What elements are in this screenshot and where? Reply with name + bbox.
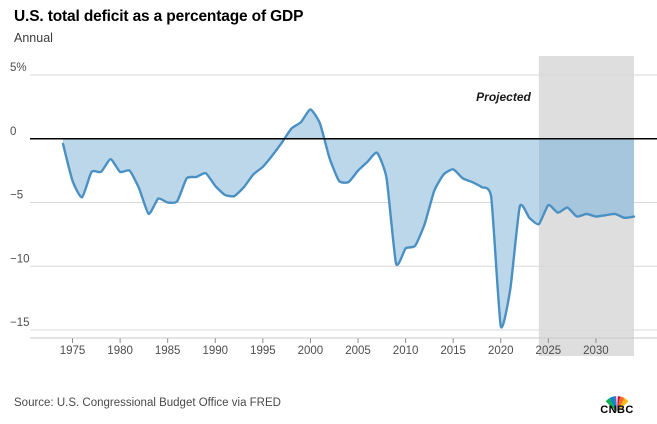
svg-text:1975: 1975 bbox=[60, 345, 86, 356]
svg-text:Projected: Projected bbox=[476, 90, 531, 104]
gridlines bbox=[30, 74, 657, 331]
chart-plot-area: 5% 0 −5 −10 −15 1975 1980 1985 1990 1995 2000 2005… bbox=[0, 56, 657, 356]
data-line bbox=[61, 108, 636, 329]
svg-text:5%: 5% bbox=[10, 62, 27, 74]
y-axis-tick-labels: 5% 0 −5 −10 −15 bbox=[10, 62, 30, 329]
svg-text:2000: 2000 bbox=[298, 345, 324, 356]
svg-text:2005: 2005 bbox=[345, 345, 371, 356]
svg-text:2025: 2025 bbox=[536, 345, 562, 356]
svg-text:0: 0 bbox=[10, 126, 16, 138]
svg-text:2015: 2015 bbox=[440, 345, 466, 356]
svg-text:1980: 1980 bbox=[107, 345, 133, 356]
svg-text:1995: 1995 bbox=[250, 345, 276, 356]
area-fill bbox=[63, 109, 634, 328]
projected-annotation: Projected bbox=[476, 90, 531, 104]
source-note: Source: U.S. Congressional Budget Office… bbox=[14, 397, 281, 409]
cnbc-wordmark: CNBC bbox=[600, 404, 634, 416]
svg-text:1990: 1990 bbox=[202, 345, 228, 356]
svg-text:2030: 2030 bbox=[583, 345, 609, 356]
deficit-area-chart: 5% 0 −5 −10 −15 1975 1980 1985 1990 1995 2000 2005… bbox=[10, 56, 657, 356]
chart-subtitle: Annual bbox=[14, 31, 53, 45]
svg-text:−15: −15 bbox=[10, 317, 30, 329]
cnbc-peacock-icon bbox=[605, 396, 629, 412]
page-title: U.S. total deficit as a percentage of GD… bbox=[14, 8, 304, 25]
x-axis-tick-labels: 1975 1980 1985 1990 1995 2000 2005 2010 2015 2020… bbox=[30, 337, 657, 356]
svg-text:2010: 2010 bbox=[393, 345, 419, 356]
svg-text:1985: 1985 bbox=[155, 345, 181, 356]
svg-text:−5: −5 bbox=[10, 190, 23, 202]
svg-text:2020: 2020 bbox=[488, 345, 514, 356]
svg-text:−10: −10 bbox=[10, 253, 30, 265]
